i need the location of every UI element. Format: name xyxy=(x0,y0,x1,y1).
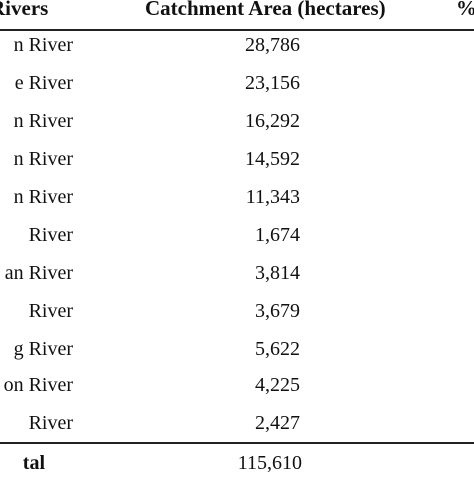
catchment-area-value: 14,592 xyxy=(245,148,300,170)
total-value: 115,610 xyxy=(237,452,302,474)
table-row: g River 5,622 xyxy=(0,334,474,364)
catchment-area-value: 16,292 xyxy=(245,110,300,132)
river-name: n River xyxy=(13,148,73,170)
total-row: tal 115,610 xyxy=(0,448,474,478)
total-rule xyxy=(0,442,474,444)
catchment-area-value: 3,814 xyxy=(255,262,300,284)
river-name: River xyxy=(28,412,73,434)
table-row: e River 23,156 xyxy=(0,68,474,98)
table-row: n River 14,592 xyxy=(0,144,474,174)
header-catchment-area: Catchment Area (hectares) xyxy=(145,0,386,20)
table-row: on River 4,225 xyxy=(0,370,474,400)
catchment-area-value: 11,343 xyxy=(245,186,300,208)
catchment-area-value: 23,156 xyxy=(245,72,300,94)
header-percent: % xyxy=(456,0,474,23)
river-name: on River xyxy=(3,374,73,396)
river-name: e River xyxy=(14,72,73,94)
table-row: River 3,679 xyxy=(0,296,474,326)
river-name: n River xyxy=(13,34,73,56)
river-name: River xyxy=(28,300,73,322)
catchment-area-value: 28,786 xyxy=(245,34,300,56)
river-name: n River xyxy=(13,110,73,132)
table-row: n River 28,786 xyxy=(0,30,474,60)
table-row: River 2,427 xyxy=(0,408,474,438)
table-row: n River 16,292 xyxy=(0,106,474,136)
table-row: n River 11,343 xyxy=(0,182,474,212)
river-name: an River xyxy=(4,262,73,284)
catchment-area-value: 3,679 xyxy=(255,300,300,322)
river-name: River xyxy=(28,224,73,246)
table-row: River 1,674 xyxy=(0,220,474,250)
header-rivers: Rivers xyxy=(0,0,49,20)
river-name: n River xyxy=(13,186,73,208)
catchment-area-value: 2,427 xyxy=(255,412,300,434)
table-row: an River 3,814 xyxy=(0,258,474,288)
header-rule xyxy=(0,29,474,31)
catchment-area-value: 5,622 xyxy=(255,338,300,360)
total-label: tal xyxy=(22,452,45,474)
river-name: g River xyxy=(13,338,73,360)
catchment-area-value: 4,225 xyxy=(255,374,300,396)
catchment-area-value: 1,674 xyxy=(255,224,300,246)
